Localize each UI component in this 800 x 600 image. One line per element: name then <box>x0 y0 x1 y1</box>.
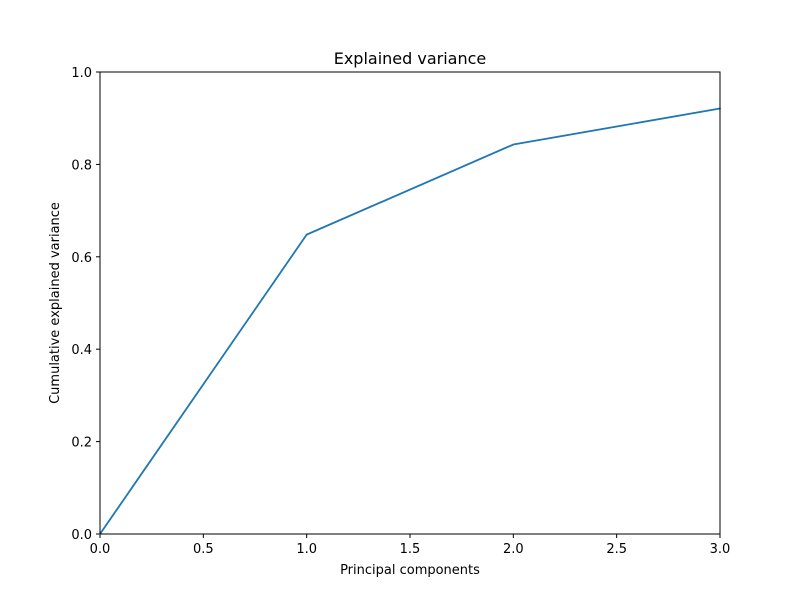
x-tick-label: 1.0 <box>296 542 317 557</box>
chart-title: Explained variance <box>334 49 487 68</box>
series-point <box>512 143 515 146</box>
y-tick-label: 0.2 <box>71 436 92 451</box>
x-tick-label: 3.0 <box>710 542 731 557</box>
x-tick-label: 1.5 <box>400 542 421 557</box>
y-tick-label: 0.4 <box>71 343 92 358</box>
y-tick-label: 0.8 <box>71 158 92 173</box>
x-tick-label: 0.0 <box>90 542 111 557</box>
x-axis-label: Principal components <box>340 563 480 578</box>
y-tick-label: 0.6 <box>71 251 92 266</box>
x-tick-label: 2.0 <box>503 542 524 557</box>
x-tick-label: 0.5 <box>193 542 214 557</box>
series-line-0 <box>99 107 721 535</box>
plot-frame <box>99 71 721 535</box>
y-tick-label: 1.0 <box>71 66 92 81</box>
plot-lines <box>99 107 721 535</box>
x-axis-ticks: 0.0 0.5 1.0 1.5 2.0 2.5 3.0 <box>90 534 731 557</box>
x-tick-label: 2.5 <box>606 542 627 557</box>
y-tick-label: 0.0 <box>71 528 92 543</box>
y-axis-label: Cumulative explained variance <box>48 202 63 404</box>
series-point <box>305 233 308 236</box>
y-axis-ticks: 0.0 0.2 0.4 0.6 0.8 1.0 <box>71 66 100 543</box>
